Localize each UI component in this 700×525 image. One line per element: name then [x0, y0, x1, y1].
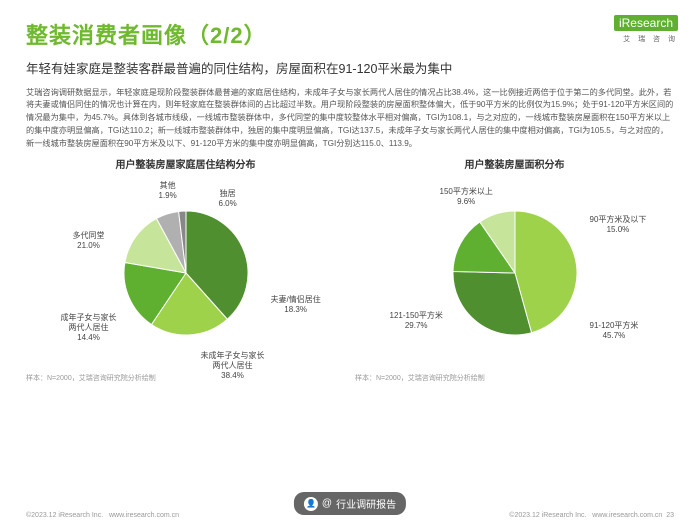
copyright-text: ©2023.12 iResearch Inc. [26, 512, 103, 519]
chart-right: 用户整装房屋面积分布 91-120平方米45.7% 121-150平方米29.7%… [355, 156, 674, 383]
pie-label: 夫妻/情侣居住18.3% [271, 295, 321, 315]
pie-label: 独居6.0% [219, 189, 237, 209]
attribution-overlay[interactable]: 👤 @ 行业调研报告 [294, 492, 406, 515]
avatar-icon: 👤 [304, 497, 318, 511]
sample-note-left: 样本：N=2000，艾瑞咨询研究院分析绘制 [26, 373, 345, 383]
page-number: 23 [666, 512, 674, 519]
chart-right-title: 用户整装房屋面积分布 [355, 156, 674, 171]
slide: iResearch 艾 瑞 咨 询 整装消费者画像（2/2） 年轻有娃家庭是整装… [0, 0, 700, 525]
pie-label: 150平方米以上9.6% [440, 187, 493, 207]
pie-label: 121-150平方米29.7% [390, 311, 443, 331]
sample-note-right: 样本：N=2000，艾瑞咨询研究院分析绘制 [355, 373, 674, 383]
charts-row: 用户整装房屋家庭居住结构分布 未成年子女与家长两代人居住38.4% 多代同堂21.… [26, 156, 674, 383]
body-text: 艾瑞咨询调研数据显示，年轻家庭是现阶段整装群体最普遍的家庭居住结构，未成年子女与… [26, 87, 674, 151]
chart-left-title: 用户整装房屋家庭居住结构分布 [26, 156, 345, 171]
logo-text: iResearch [614, 15, 678, 31]
chart-left: 用户整装房屋家庭居住结构分布 未成年子女与家长两代人居住38.4% 多代同堂21.… [26, 156, 345, 383]
pie-label: 其他1.9% [159, 181, 177, 201]
at-sign: @ [322, 498, 332, 509]
pie-label: 90平方米及以下15.0% [590, 215, 647, 235]
copyright-text-r: ©2023.12 iResearch Inc. [509, 512, 586, 519]
pie-label: 成年子女与家长两代人居住14.4% [61, 313, 117, 343]
pie-right: 91-120平方米45.7% 121-150平方米29.7% 90平方米及以下15.… [360, 173, 670, 373]
logo-cn: 艾 瑞 咨 询 [614, 34, 678, 44]
copyright-left: ©2023.12 iResearch Inc. www.iresearch.co… [26, 512, 179, 519]
overlay-name: 行业调研报告 [336, 496, 396, 511]
page-title: 整装消费者画像（2/2） [26, 18, 674, 50]
source-text-r: www.iresearch.com.cn [592, 512, 662, 519]
brand-logo: iResearch 艾 瑞 咨 询 [614, 14, 678, 44]
pie-label: 未成年子女与家长两代人居住38.4% [201, 351, 265, 381]
pie-label: 多代同堂21.0% [73, 231, 105, 251]
copyright-right: ©2023.12 iResearch Inc. www.iresearch.co… [509, 512, 674, 519]
subtitle: 年轻有娃家庭是整装客群最普遍的同住结构，房屋面积在91-120平米最为集中 [26, 60, 674, 79]
pie-label: 91-120平方米45.7% [590, 321, 639, 341]
source-text: www.iresearch.com.cn [109, 512, 179, 519]
pie-left: 未成年子女与家长两代人居住38.4%多代同堂21.0%夫妻/情侣居住18.3%成… [31, 173, 341, 373]
